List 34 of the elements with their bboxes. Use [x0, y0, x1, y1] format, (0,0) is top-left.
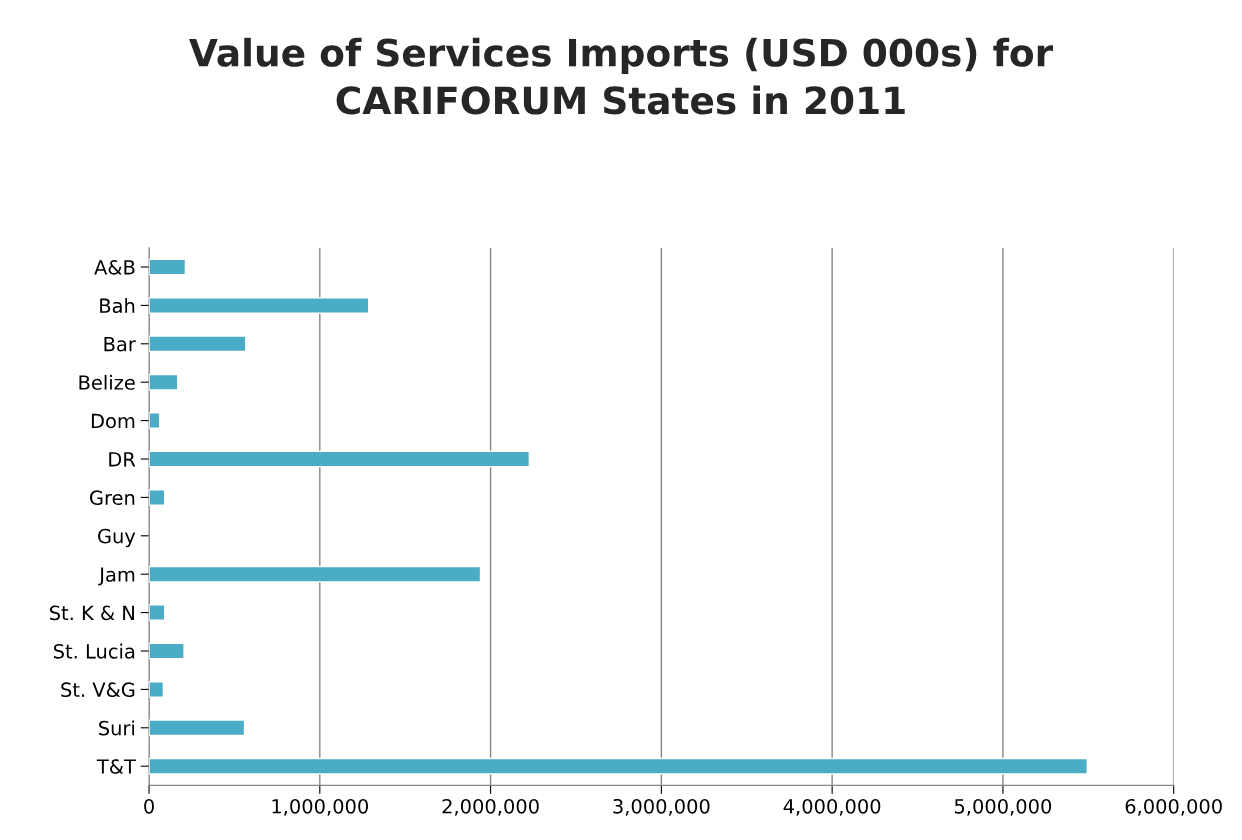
bar [149, 297, 370, 314]
bar [149, 604, 166, 621]
bar [149, 373, 179, 391]
chart-title: Value of Services Imports (USD 000s) for CARIFORUM States in 2011 [189, 37, 1054, 115]
y-tick-label: A&B [94, 259, 135, 275]
y-tick-label: DR [109, 452, 136, 467]
y-tick-label: Bar [104, 337, 136, 352]
bar [149, 757, 1088, 775]
y-tick-label: Suri [99, 720, 135, 736]
y-tick-label: Guy [98, 528, 136, 548]
x-tick-label: 5,000,000 [954, 798, 1052, 816]
bar [149, 681, 165, 698]
y-tick-label: Gren [90, 490, 135, 506]
y-tick-label: T&T [96, 759, 136, 774]
bar [149, 335, 247, 353]
y-tick-label: St. Lucia [53, 643, 135, 659]
y-tick-label: St. K & N [49, 605, 134, 621]
bar [149, 719, 246, 737]
x-tick-label: 2,000,000 [442, 798, 539, 816]
bar [149, 258, 187, 276]
y-tick-label: Bah [100, 298, 135, 314]
x-tick-label: 3,000,000 [613, 798, 710, 816]
x-tick-label: 0 [144, 798, 154, 814]
y-tick-label: St. V&G [61, 682, 135, 698]
bar [149, 565, 482, 583]
x-tick-label: 6,000,000 [1125, 798, 1222, 816]
y-tick-label: Jam [98, 567, 135, 586]
x-tick-label: 1,000,000 [272, 798, 368, 816]
bar [149, 489, 166, 506]
bar [149, 450, 531, 468]
bar [149, 642, 185, 660]
y-tick-label: Belize [79, 374, 135, 390]
y-tick-label: Dom [91, 413, 135, 429]
x-tick-label: 4,000,000 [783, 798, 881, 816]
